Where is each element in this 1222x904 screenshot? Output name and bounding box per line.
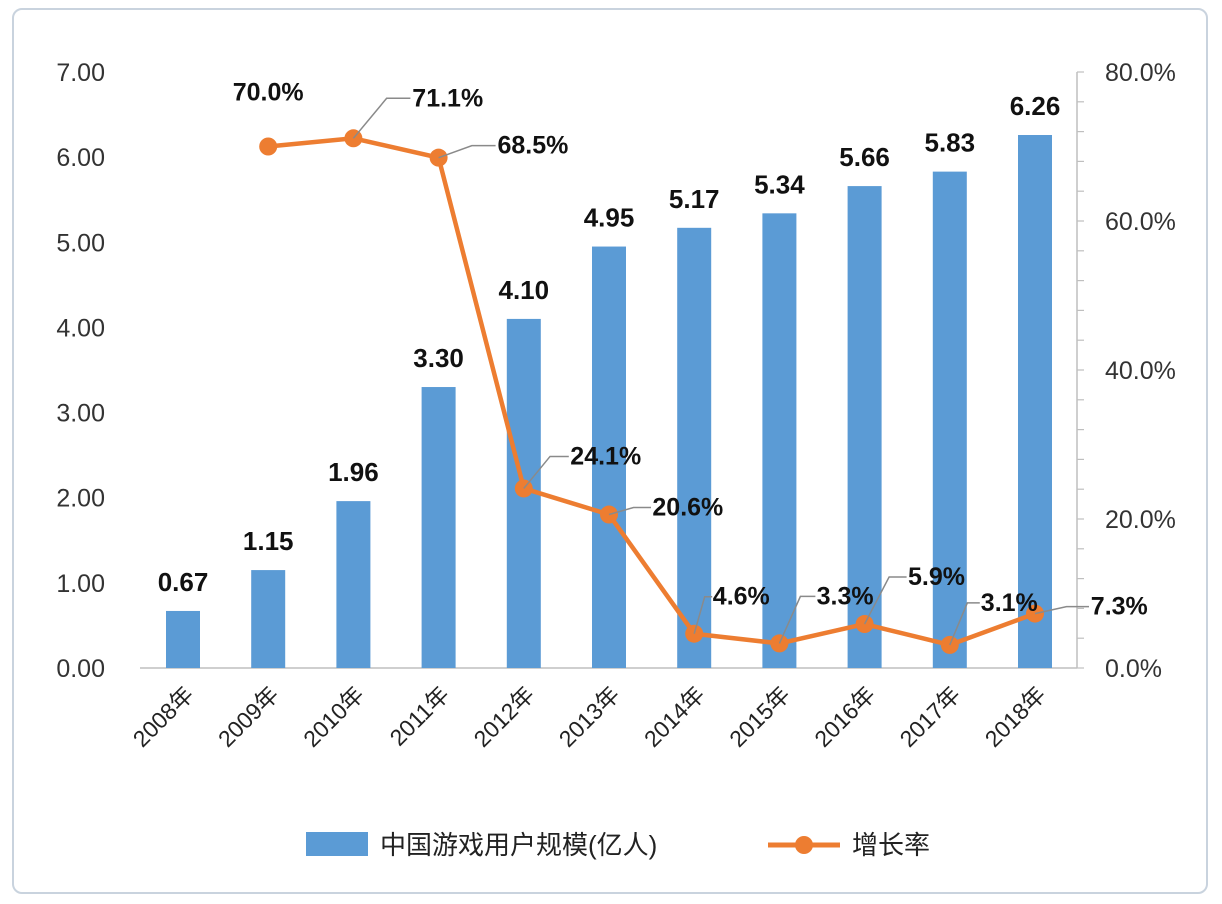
bar-value-label: 1.96 bbox=[328, 457, 379, 487]
growth-value-label: 3.1% bbox=[981, 589, 1038, 617]
growth-value-label: 4.6% bbox=[713, 583, 770, 611]
leader-line bbox=[523, 455, 569, 489]
x-tick-label: 2013年 bbox=[554, 681, 625, 752]
bar-value-label: 0.67 bbox=[158, 567, 209, 597]
legend-marker bbox=[795, 836, 813, 854]
growth-value-label: 71.1% bbox=[412, 84, 483, 112]
growth-line bbox=[267, 136, 1036, 648]
bar-value-label: 1.15 bbox=[243, 526, 294, 556]
bar-value-label: 5.17 bbox=[669, 184, 720, 214]
left-tick-label: 4.00 bbox=[56, 314, 105, 342]
x-tick-label: 2014年 bbox=[639, 681, 710, 752]
left-tick-label: 7.00 bbox=[56, 59, 105, 87]
x-tick-label: 2008年 bbox=[128, 681, 199, 752]
leader-line bbox=[863, 576, 907, 625]
bar bbox=[1018, 135, 1052, 668]
leader-line bbox=[438, 144, 496, 159]
x-tick-label: 2010年 bbox=[298, 681, 369, 752]
x-tick-label: 2016年 bbox=[809, 681, 880, 752]
x-tick-label: 2011年 bbox=[385, 681, 455, 751]
growth-value-label: 5.9% bbox=[908, 563, 965, 591]
left-tick-label: 5.00 bbox=[56, 229, 105, 257]
bar bbox=[421, 387, 456, 668]
leader-line bbox=[352, 97, 411, 139]
bar bbox=[762, 213, 797, 668]
legend-label-users: 中国游戏用户规模(亿人) bbox=[380, 830, 657, 860]
bar bbox=[932, 171, 967, 669]
growth-value-label: 68.5% bbox=[498, 132, 569, 160]
leader-line bbox=[778, 595, 816, 644]
bar-value-label: 5.34 bbox=[754, 169, 805, 199]
legend: 中国游戏用户规模(亿人) 增长率 bbox=[306, 830, 930, 860]
bar bbox=[166, 610, 200, 668]
right-tick-label: 80.0% bbox=[1105, 59, 1176, 87]
x-tick-label: 2009年 bbox=[213, 681, 284, 752]
left-tick-label: 2.00 bbox=[56, 485, 105, 513]
bar bbox=[592, 246, 626, 669]
bar-value-label: 4.95 bbox=[584, 203, 635, 233]
bar-value-label: 4.10 bbox=[498, 275, 549, 305]
leader-line bbox=[693, 595, 713, 634]
right-tick-label: 40.0% bbox=[1105, 357, 1176, 385]
x-tick-label: 2017年 bbox=[895, 681, 966, 752]
bar-value-label: 5.66 bbox=[839, 142, 890, 172]
growth-value-label: 70.0% bbox=[233, 79, 304, 107]
bar bbox=[251, 570, 286, 668]
left-tick-label: 3.00 bbox=[56, 400, 105, 428]
leader-line bbox=[608, 506, 651, 516]
legend-bar-swatch bbox=[306, 832, 368, 856]
x-tick-label: 2015年 bbox=[724, 681, 795, 752]
x-tick-label: 2018年 bbox=[980, 681, 1051, 752]
legend-label-growth: 增长率 bbox=[852, 830, 930, 860]
bar bbox=[677, 227, 712, 668]
left-tick-label: 0.00 bbox=[56, 655, 105, 683]
x-tick-label: 2012年 bbox=[469, 681, 540, 752]
right-tick-label: 60.0% bbox=[1105, 208, 1176, 236]
growth-value-label: 20.6% bbox=[652, 494, 723, 522]
leader-line bbox=[949, 602, 980, 646]
bar bbox=[847, 186, 882, 668]
growth-value-label: 24.1% bbox=[570, 442, 641, 470]
chart-frame bbox=[12, 8, 1208, 894]
left-tick-label: 6.00 bbox=[56, 144, 105, 172]
leader-line bbox=[1034, 605, 1089, 615]
right-tick-label: 20.0% bbox=[1105, 506, 1176, 534]
right-tick-label: 0.0% bbox=[1105, 655, 1162, 683]
growth-value-label: 3.3% bbox=[817, 582, 874, 610]
bar-value-label: 6.26 bbox=[1010, 91, 1061, 121]
bar-value-label: 5.83 bbox=[924, 128, 975, 158]
growth-point bbox=[259, 137, 278, 156]
bar bbox=[336, 501, 371, 668]
bar-value-label: 3.30 bbox=[413, 343, 464, 373]
left-tick-label: 1.00 bbox=[56, 570, 105, 598]
growth-value-label: 7.3% bbox=[1091, 593, 1148, 621]
